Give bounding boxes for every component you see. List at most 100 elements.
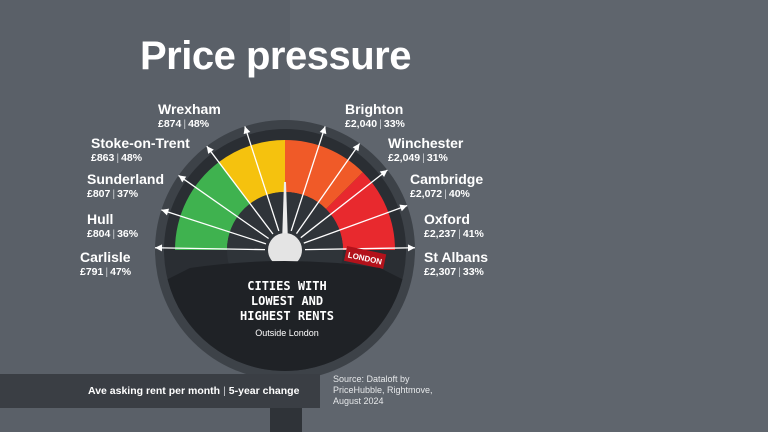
arrow-shaft (295, 143, 361, 234)
arrow-head (178, 175, 187, 183)
city-label-hull: Hull £804 | 36% (87, 212, 138, 240)
city-change: 33% (383, 118, 405, 130)
city-change: 33% (462, 266, 484, 278)
london-marker: LONDON (343, 246, 387, 270)
city-label-brighton: Brighton £2,040 | 33% (345, 102, 405, 130)
gauge-sector-red (326, 172, 395, 250)
city-change: 36% (117, 228, 139, 240)
city-change: 47% (110, 266, 132, 278)
city-label-st-albans: St Albans £2,307 | 33% (424, 250, 488, 278)
arrow-shaft (304, 247, 415, 251)
city-change: 31% (426, 152, 448, 164)
legend-change: 5-year change (228, 385, 300, 397)
arrow-shaft (303, 204, 408, 244)
city-stats: £2,049 | 31% (388, 153, 463, 164)
source-line: PriceHubble, Rightmove, (333, 385, 433, 395)
city-rent: £2,237 (424, 228, 457, 240)
city-rent: £791 (80, 266, 104, 278)
separator: | (458, 266, 461, 278)
city-name: Brighton (345, 101, 404, 117)
city-name: Hull (87, 211, 114, 227)
gauge-heading-line3: HIGHEST RENTS (240, 309, 334, 323)
arrow-shaft (155, 247, 266, 251)
arrow-head (206, 146, 214, 154)
separator: | (183, 118, 187, 130)
city-rent: £2,307 (424, 266, 457, 278)
city-change: 41% (462, 228, 484, 240)
city-stats: £874 | 48% (158, 119, 221, 130)
city-stats: £804 | 36% (87, 229, 138, 240)
separator: | (444, 188, 447, 200)
arrow-shaft (244, 126, 280, 232)
separator: | (116, 152, 120, 164)
arrow-shaft (178, 174, 269, 240)
city-rent: £2,072 (410, 188, 443, 200)
city-stats: £2,072 | 40% (410, 189, 483, 200)
city-name: Carlisle (80, 249, 131, 265)
city-stats: £791 | 47% (80, 267, 131, 278)
arrow-head (379, 169, 388, 178)
gauge-pivot (268, 233, 302, 267)
separator: | (112, 188, 116, 200)
page-title: Price pressure (140, 34, 411, 78)
separator: | (422, 152, 425, 164)
city-rent: £2,040 (345, 118, 378, 130)
source-line: August 2024 (333, 396, 384, 406)
city-name: Cambridge (410, 171, 484, 187)
legend-rent: Ave asking rent per month (88, 385, 221, 397)
city-change: 48% (121, 152, 143, 164)
source-note: Source: Dataloft by PriceHubble, Rightmo… (333, 374, 433, 407)
city-change: 40% (448, 188, 470, 200)
city-change: 37% (117, 188, 139, 200)
city-label-oxford: Oxford £2,237 | 41% (424, 212, 484, 240)
city-name: Oxford (424, 211, 470, 227)
separator: | (458, 228, 461, 240)
arrow-shaft (300, 169, 388, 239)
city-rent: £807 (87, 188, 111, 200)
arrow-head (407, 244, 415, 252)
arrow-head (155, 244, 163, 252)
city-label-winchester: Winchester £2,049 | 31% (388, 136, 463, 164)
london-marker-bg (343, 246, 387, 270)
gauge-sector-yellow (218, 140, 285, 204)
city-rent: £804 (87, 228, 111, 240)
gauge-label-panel (167, 261, 403, 371)
arrow-head (352, 143, 360, 152)
legend-bar: Ave asking rent per month | 5-year change (0, 374, 320, 408)
city-name: Stoke-on-Trent (91, 135, 190, 151)
gauge-subheading: Outside London (255, 328, 319, 338)
city-name: Wrexham (158, 101, 221, 117)
city-rent: £863 (91, 152, 115, 164)
gauge-heading-line1: CITIES WITH (247, 279, 326, 293)
gauge-heading-line2: LOWEST AND (251, 294, 323, 308)
separator: | (379, 118, 382, 130)
arrow-shaft (290, 126, 326, 232)
arrow-head (161, 208, 170, 216)
city-rent: £2,049 (388, 152, 421, 164)
separator: | (112, 228, 116, 240)
city-stats: £2,237 | 41% (424, 229, 484, 240)
legend-label: Ave asking rent per month | 5-year change (88, 385, 299, 397)
city-name: Winchester (388, 135, 464, 151)
city-label-sunderland: Sunderland £807 | 37% (87, 172, 164, 200)
gauge-sector-green (174, 162, 251, 250)
arrow-head (399, 204, 408, 212)
city-label-cambridge: Cambridge £2,072 | 40% (410, 172, 483, 200)
city-label-wrexham: Wrexham £874 | 48% (158, 102, 221, 130)
arrow-shaft (161, 209, 267, 245)
city-change: 48% (188, 118, 210, 130)
gauge-arrows (155, 126, 415, 252)
source-line: Source: Dataloft by (333, 374, 410, 384)
arrow-head (319, 126, 327, 135)
city-stats: £2,307 | 33% (424, 267, 488, 278)
gauge-needle (282, 182, 288, 243)
arrow-head (243, 126, 251, 135)
city-stats: £863 | 48% (91, 153, 190, 164)
city-stats: £2,040 | 33% (345, 119, 405, 130)
city-label-stoke-on-trent: Stoke-on-Trent £863 | 48% (91, 136, 190, 164)
separator: | (105, 266, 109, 278)
city-rent: £874 (158, 118, 182, 130)
arrow-shaft (206, 145, 274, 235)
